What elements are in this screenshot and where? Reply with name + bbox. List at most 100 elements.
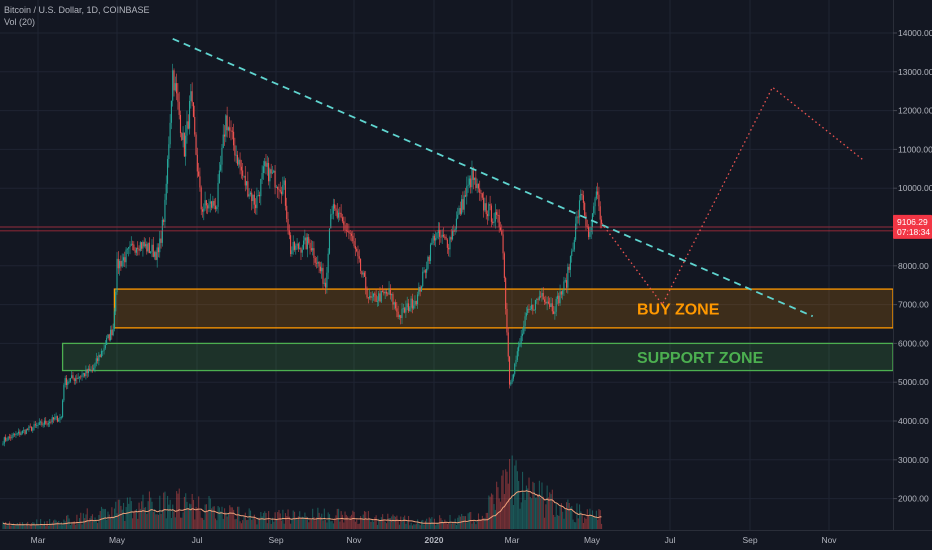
candle-body bbox=[527, 308, 529, 314]
volume-bar bbox=[527, 488, 529, 529]
time-axis[interactable]: Mar May Jul Sep Nov 2020 Mar May Jul Sep Nov bbox=[0, 530, 932, 546]
candle-body bbox=[284, 180, 286, 206]
volume-bar bbox=[177, 493, 179, 529]
volume-bar bbox=[348, 519, 350, 529]
candle-body bbox=[600, 219, 603, 223]
volume-bar bbox=[357, 524, 359, 529]
candle-body bbox=[331, 213, 333, 215]
volume-bar bbox=[349, 516, 351, 529]
volume-bar bbox=[238, 506, 240, 529]
candle-body bbox=[384, 291, 386, 294]
volume-bar bbox=[523, 492, 525, 529]
candle-body bbox=[170, 100, 172, 123]
candle-body bbox=[315, 262, 318, 264]
time-axis-label: Mar bbox=[31, 535, 46, 545]
candle-body bbox=[60, 417, 62, 418]
volume-bar bbox=[81, 524, 83, 529]
volume-bar bbox=[407, 516, 410, 529]
volume-bar bbox=[330, 521, 332, 529]
volume-bar bbox=[297, 516, 299, 529]
candle-body bbox=[255, 204, 257, 209]
candle-body bbox=[73, 378, 75, 381]
candle-body bbox=[84, 373, 86, 377]
volume-bar bbox=[279, 513, 281, 529]
volume-bar bbox=[534, 497, 537, 529]
candle-body bbox=[354, 245, 356, 250]
candle-body bbox=[169, 122, 171, 145]
candle-body bbox=[358, 256, 360, 259]
candle-body bbox=[450, 237, 452, 240]
candle-body bbox=[38, 422, 40, 425]
candle-body bbox=[260, 178, 262, 197]
volume-bar bbox=[462, 515, 464, 529]
volume-bar bbox=[283, 523, 285, 529]
drawing-layer bbox=[0, 37, 893, 318]
volume-bar bbox=[293, 511, 296, 529]
candle-body bbox=[371, 296, 373, 298]
candle-body bbox=[475, 177, 477, 189]
volume-bar bbox=[303, 517, 305, 529]
candle-body bbox=[94, 363, 96, 368]
volume-bar bbox=[554, 516, 556, 529]
volume-bar bbox=[363, 511, 366, 529]
time-axis-label: Jul bbox=[192, 535, 203, 545]
candle-body bbox=[575, 223, 577, 240]
candle-body bbox=[348, 231, 350, 234]
volume-bar bbox=[362, 514, 364, 529]
volume-bar bbox=[496, 481, 498, 529]
candle-body bbox=[352, 235, 354, 242]
volume-bar bbox=[117, 499, 119, 529]
volume-bar bbox=[481, 515, 483, 529]
volume-bar bbox=[373, 521, 375, 529]
candle-body bbox=[309, 242, 311, 249]
candle-body bbox=[572, 249, 574, 252]
volume-bar bbox=[73, 521, 75, 529]
price-axis-label: 4000.00 bbox=[898, 416, 929, 426]
volume-bar bbox=[436, 523, 438, 529]
volume-bar bbox=[291, 518, 293, 529]
candle-body bbox=[345, 229, 347, 231]
candle-body bbox=[174, 83, 176, 91]
volume-bar bbox=[15, 524, 17, 529]
candle-body bbox=[222, 134, 224, 148]
candle-body bbox=[415, 300, 417, 305]
volume-bar bbox=[472, 519, 474, 529]
candle-body bbox=[147, 242, 149, 252]
volume-bar bbox=[318, 512, 320, 529]
volume-bars bbox=[2, 455, 603, 529]
candle-body bbox=[164, 199, 166, 222]
candle-body bbox=[318, 261, 320, 267]
volume-indicator-label[interactable]: Vol (20) bbox=[4, 17, 36, 27]
candle-body bbox=[55, 416, 57, 418]
candle-body bbox=[317, 261, 319, 264]
volume-bar bbox=[82, 513, 84, 529]
price-axis[interactable]: 14000.00 13000.00 12000.00 11000.00 10000.00… bbox=[893, 0, 932, 530]
candle-body bbox=[168, 144, 170, 159]
candle-body bbox=[240, 166, 242, 171]
volume-bar bbox=[393, 516, 395, 529]
candle-body bbox=[74, 378, 77, 381]
candle-body bbox=[510, 382, 512, 385]
volume-bar bbox=[490, 493, 493, 529]
candle-body bbox=[314, 257, 316, 263]
volume-bar bbox=[277, 512, 279, 529]
candle-body bbox=[440, 236, 442, 238]
volume-bar bbox=[21, 522, 24, 529]
volume-bar bbox=[236, 506, 239, 529]
candle-body bbox=[299, 247, 301, 249]
candle-body bbox=[257, 194, 259, 197]
volume-bar bbox=[571, 506, 573, 529]
candle-body bbox=[138, 248, 140, 251]
volume-bar bbox=[327, 512, 329, 529]
volume-bar bbox=[262, 512, 264, 529]
volume-bar bbox=[282, 509, 284, 529]
candle-body bbox=[107, 334, 109, 339]
candle-body bbox=[533, 309, 535, 311]
time-axis-label: Sep bbox=[742, 535, 757, 545]
volume-bar bbox=[424, 520, 426, 529]
candle-body bbox=[28, 426, 30, 431]
volume-bar bbox=[271, 517, 274, 529]
candle-body bbox=[598, 194, 600, 207]
candle-body bbox=[196, 154, 198, 172]
